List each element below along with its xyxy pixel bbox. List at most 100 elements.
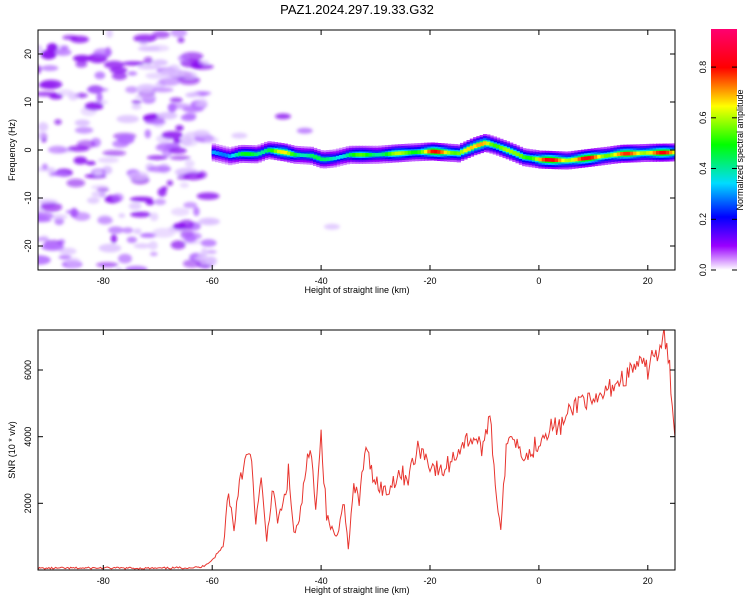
ridge-cell [241, 152, 246, 156]
ridge-cell [234, 153, 239, 157]
noise-blob [93, 170, 103, 176]
x-tick-label: -20 [423, 576, 436, 586]
y-tick-label: 0 [23, 147, 33, 152]
figure-title: PAZ1.2024.297.19.33.G32 [280, 2, 434, 17]
noise-blob [173, 138, 182, 144]
noise-blob [182, 259, 201, 268]
ridge-cell [299, 153, 305, 157]
noise-blob [133, 34, 157, 43]
noise-blob [205, 249, 217, 254]
ridge-cell [538, 157, 543, 162]
ridge-cell [417, 150, 422, 154]
ridge-cell [270, 148, 275, 153]
noise-blob [38, 122, 49, 132]
ridge-cell [433, 149, 439, 154]
noise-blob [98, 243, 122, 253]
ridge-cell [584, 156, 589, 161]
noise-blob [66, 178, 86, 188]
ridge-cell [571, 158, 576, 162]
noise-blob [151, 228, 175, 238]
ridge-cell [250, 152, 256, 156]
noise-blob [93, 48, 113, 57]
ridge-cell [587, 156, 592, 160]
noise-blob [96, 92, 103, 102]
colorbar-tick-label: 0.0 [698, 264, 708, 277]
ridge-cell [384, 152, 390, 156]
noise-blob [147, 44, 170, 52]
noise-blob [108, 226, 124, 234]
noise-blob [54, 119, 62, 125]
ridge-cell [332, 156, 337, 161]
ridge-cell [577, 157, 582, 161]
ridge-cell [329, 157, 334, 161]
noise-blob [65, 257, 81, 268]
ridge-cell [656, 150, 661, 155]
ridge-cell [309, 154, 314, 158]
ridge-cell [280, 150, 285, 154]
ridge-cell [616, 152, 622, 156]
noise-blob [73, 212, 91, 221]
noise-blob [96, 262, 119, 268]
noise-blob [39, 79, 63, 90]
noise-blob [149, 251, 158, 257]
ridge-cell [446, 150, 452, 155]
snr-frame [37, 329, 676, 571]
ridge-cell [662, 150, 667, 155]
ridge-cell [450, 151, 455, 155]
noise-blob [40, 202, 63, 213]
ridge-cell [479, 142, 484, 146]
noise-blob [91, 191, 107, 198]
ridge-cell [283, 150, 288, 155]
noise-blob [38, 132, 49, 140]
ridge-cell [273, 149, 279, 153]
ridge-cell [411, 150, 416, 155]
noise-blob [152, 59, 168, 66]
x-tick-label: -80 [97, 576, 110, 586]
noise-blob [41, 163, 48, 170]
heatmap-noise-region [38, 30, 340, 270]
ridge-cell [427, 149, 432, 154]
ridge-cell [335, 155, 341, 160]
ridge-cell [293, 153, 298, 157]
ridge-cell [502, 147, 507, 151]
ridge-cell [486, 141, 491, 146]
ridge-cell [525, 155, 530, 160]
snr-ylabel: SNR (10 * v/v) [7, 421, 17, 479]
ridge-cell [443, 150, 448, 155]
ridge-cell [665, 150, 671, 155]
noise-blob [160, 68, 180, 78]
noise-blob [130, 211, 152, 218]
ridge-cell [290, 152, 295, 156]
noise-blob [184, 112, 197, 119]
ridge-cell [407, 150, 412, 155]
ridge-cell [365, 153, 370, 157]
ridge-cell [597, 154, 602, 159]
ridge-cell [358, 153, 363, 157]
noise-blob [161, 131, 183, 140]
ridge-cell [642, 151, 648, 155]
ridge-cell [218, 152, 223, 156]
noise-blob [183, 201, 198, 209]
x-tick-label: 0 [536, 276, 541, 286]
colorbar: 0.0 0.2 0.4 0.6 0.8 Normalized spectral ampl… [698, 29, 745, 276]
y-tick-label: -10 [23, 191, 33, 204]
colorbar-ticks: 0.0 0.2 0.4 0.6 0.8 [698, 61, 737, 276]
colorbar-label: Normalized spectral amplitude [735, 89, 745, 210]
noise-blob [148, 241, 158, 250]
noise-blob [97, 157, 119, 163]
ridge-cell [348, 153, 354, 157]
ridge-cell [375, 153, 380, 157]
noise-blob [67, 145, 90, 152]
noise-blob [136, 83, 158, 94]
noise-blob [131, 104, 142, 110]
noise-blob [115, 267, 123, 270]
noise-blob [49, 93, 63, 100]
ridge-cell [646, 151, 651, 155]
ridge-cell [371, 153, 377, 157]
noise-blob [151, 30, 171, 39]
noise-blob [85, 161, 96, 166]
heatmap-panel: -80 -60 -40 -20 0 20 -20 -10 0 10 20 Height of str… [7, 29, 676, 295]
snr-ticks: -80 -60 -40 -20 0 20 2000 4000 6000 [23, 330, 675, 586]
noise-blob [54, 48, 72, 56]
